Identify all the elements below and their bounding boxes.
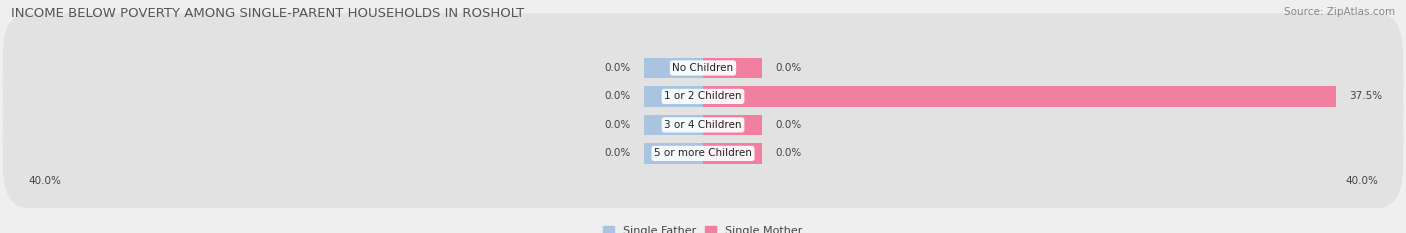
Bar — [703, 143, 762, 164]
Text: 0.0%: 0.0% — [605, 63, 630, 73]
Bar — [703, 58, 762, 78]
Bar — [644, 115, 703, 135]
Text: No Children: No Children — [672, 63, 734, 73]
Text: 40.0%: 40.0% — [1346, 176, 1378, 186]
Text: 0.0%: 0.0% — [605, 91, 630, 101]
FancyBboxPatch shape — [3, 13, 1403, 123]
Bar — [644, 86, 703, 107]
Text: 0.0%: 0.0% — [605, 120, 630, 130]
Text: 37.5%: 37.5% — [1350, 91, 1382, 101]
Bar — [703, 115, 762, 135]
Text: 1 or 2 Children: 1 or 2 Children — [664, 91, 742, 101]
FancyBboxPatch shape — [3, 99, 1403, 208]
Text: 0.0%: 0.0% — [776, 148, 801, 158]
Legend: Single Father, Single Mother: Single Father, Single Mother — [600, 223, 806, 233]
Text: 0.0%: 0.0% — [776, 120, 801, 130]
Bar — [644, 58, 703, 78]
Text: 5 or more Children: 5 or more Children — [654, 148, 752, 158]
Text: 0.0%: 0.0% — [776, 63, 801, 73]
Text: 0.0%: 0.0% — [605, 148, 630, 158]
Text: Source: ZipAtlas.com: Source: ZipAtlas.com — [1284, 7, 1395, 17]
FancyBboxPatch shape — [3, 42, 1403, 151]
FancyBboxPatch shape — [3, 70, 1403, 180]
Bar — [644, 143, 703, 164]
Bar — [703, 86, 1336, 107]
Text: 40.0%: 40.0% — [28, 176, 60, 186]
Text: INCOME BELOW POVERTY AMONG SINGLE-PARENT HOUSEHOLDS IN ROSHOLT: INCOME BELOW POVERTY AMONG SINGLE-PARENT… — [11, 7, 524, 20]
Text: 3 or 4 Children: 3 or 4 Children — [664, 120, 742, 130]
